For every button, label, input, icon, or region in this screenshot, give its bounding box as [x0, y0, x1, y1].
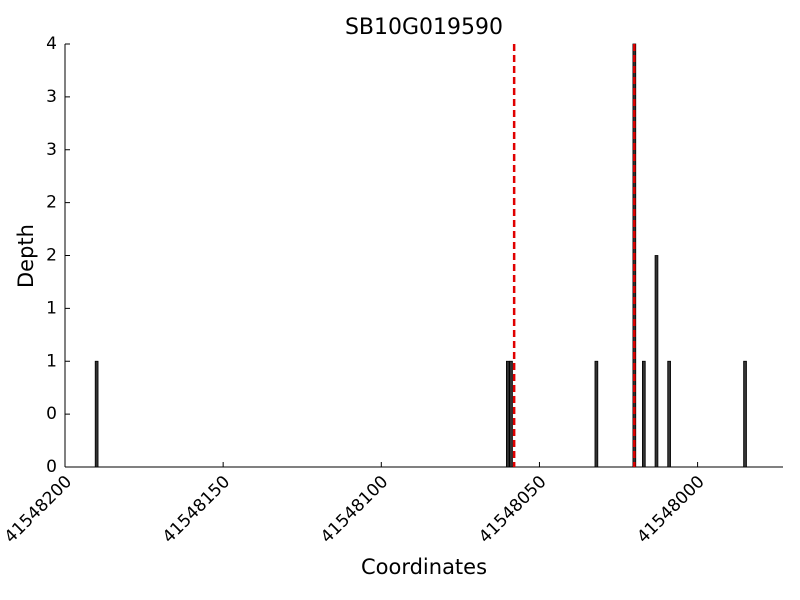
y-tick-label: 1 [46, 351, 57, 371]
x-tick-label: 41548100 [317, 472, 392, 547]
y-tick-label: 0 [46, 404, 57, 424]
bar [654, 255, 659, 468]
y-tick-label: 1 [46, 298, 57, 318]
y-tick-label: 2 [46, 193, 57, 213]
y-tick-label: 3 [46, 87, 57, 107]
bar [509, 360, 513, 468]
bar [743, 360, 747, 468]
bar [642, 360, 646, 468]
x-tick-label: 41548200 [1, 472, 76, 547]
bar [667, 360, 671, 468]
chart-title: SB10G019590 [345, 15, 503, 40]
y-tick-label: 4 [46, 34, 57, 54]
x-tick-label: 41548000 [633, 472, 708, 547]
bar [505, 360, 510, 468]
y-axis-label: Depth [14, 224, 38, 288]
x-tick-label: 41548150 [159, 472, 234, 547]
bar [94, 360, 99, 468]
bar [594, 360, 599, 468]
y-tick-label: 0 [46, 457, 57, 477]
y-tick-label: 2 [46, 246, 57, 266]
y-tick-label: 3 [46, 140, 57, 160]
x-tick-label: 41548050 [475, 472, 550, 547]
x-axis-label: Coordinates [361, 555, 487, 579]
